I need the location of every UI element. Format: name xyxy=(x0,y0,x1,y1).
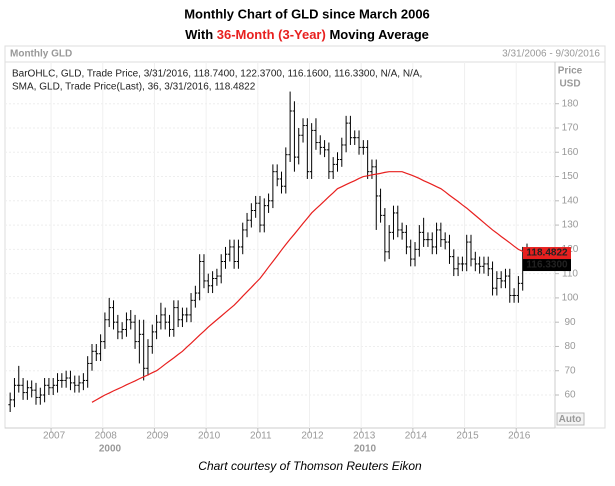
y-tick-label: 160 xyxy=(562,147,579,158)
range-label: 3/31/2006 - 9/30/2016 xyxy=(502,49,600,60)
y-tick-label: 90 xyxy=(564,317,576,328)
legend-entry: SMA, GLD, Trade Price(Last), 36, 3/31/20… xyxy=(12,82,256,93)
legend-entry: BarOHLC, GLD, Trade Price, 3/31/2016, 11… xyxy=(12,69,422,80)
x-tick-label: 2007 xyxy=(43,431,66,442)
y-axis-label: USD xyxy=(559,79,580,90)
panel-label: Monthly GLD xyxy=(10,49,72,60)
x-tick-label: 2016 xyxy=(508,431,531,442)
last-value-box xyxy=(523,247,571,260)
auto-button[interactable] xyxy=(556,412,585,426)
last-value-label: 116.3300 xyxy=(526,260,568,271)
y-tick-label: 60 xyxy=(564,390,576,401)
sma-line xyxy=(91,171,528,403)
y-tick-label: 140 xyxy=(562,195,579,206)
last-value-box xyxy=(523,259,571,272)
x-tick-label: 2012 xyxy=(301,431,324,442)
subtitle-part: Moving Average xyxy=(326,27,429,42)
y-tick-label: 70 xyxy=(564,365,576,376)
chart-subtitle: With 36-Month (3-Year) Moving Average xyxy=(185,27,429,42)
x-tick-label: 2013 xyxy=(353,431,376,442)
subtitle-part: With xyxy=(185,27,217,42)
x-tick-label: 2009 xyxy=(146,431,169,442)
decade-label: 2000 xyxy=(99,444,122,455)
x-tick-label: 2008 xyxy=(95,431,118,442)
y-axis-label: Price xyxy=(558,66,583,77)
auto-button-label[interactable]: Auto xyxy=(559,414,582,425)
chart-title: Monthly Chart of GLD since March 2006 xyxy=(184,6,430,21)
y-tick-label: 150 xyxy=(562,171,579,182)
x-tick-label: 2011 xyxy=(250,431,272,442)
decade-label: 2010 xyxy=(354,444,377,455)
y-tick-label: 80 xyxy=(564,341,576,352)
x-tick-label: 2010 xyxy=(198,431,221,442)
last-value-label: 118.4822 xyxy=(526,248,568,259)
x-tick-label: 2014 xyxy=(405,431,428,442)
y-tick-label: 110 xyxy=(562,268,578,279)
y-tick-label: 170 xyxy=(562,123,579,134)
subtitle-part: 36-Month (3-Year) xyxy=(217,27,326,42)
y-tick-label: 130 xyxy=(562,220,579,231)
x-tick-label: 2015 xyxy=(456,431,479,442)
footer: Chart courtesy of Thomson Reuters Eikon xyxy=(198,459,422,473)
y-tick-label: 100 xyxy=(562,293,579,304)
y-tick-label: 180 xyxy=(562,98,579,109)
